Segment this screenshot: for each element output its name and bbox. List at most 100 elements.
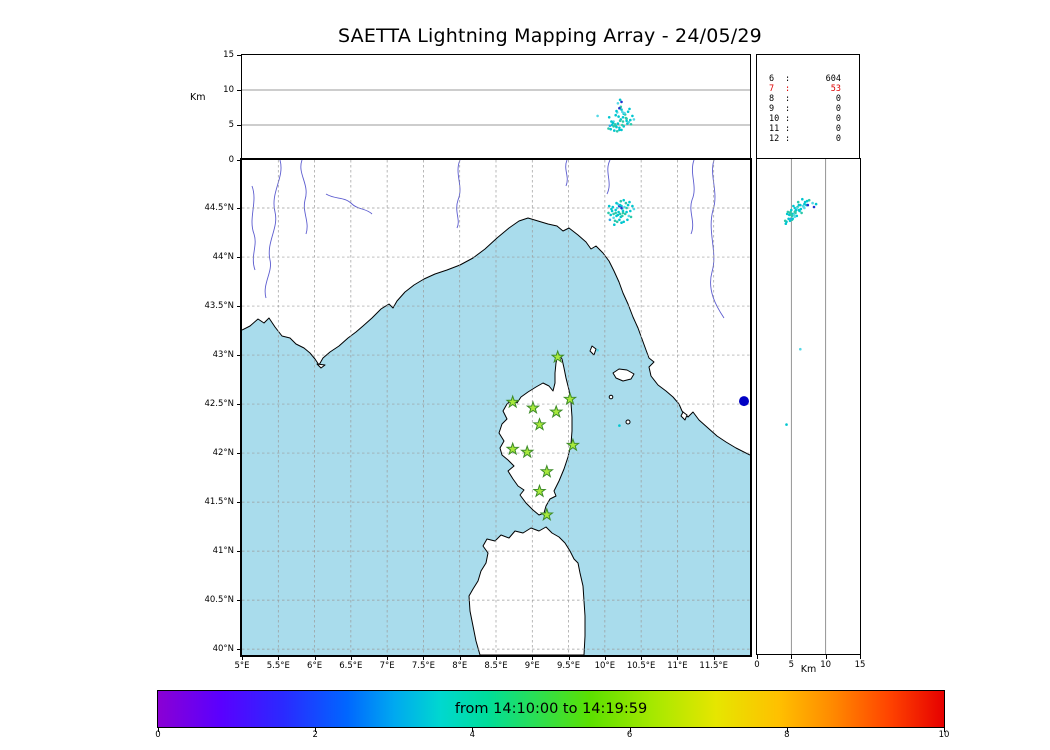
- flash-point: [608, 124, 612, 127]
- flash-point: [805, 199, 809, 203]
- station-count-text: 0: [835, 134, 841, 144]
- station-count-text: :: [785, 114, 791, 124]
- station-star: [562, 391, 578, 406]
- flash-point: [618, 128, 621, 132]
- flash-point: [616, 102, 620, 105]
- flash-point: [607, 204, 611, 208]
- station-count-text: :: [785, 124, 791, 134]
- tick-mark: [713, 655, 715, 660]
- longitude-tick-label: 10.5°E: [626, 661, 656, 671]
- flash-points-altitude: [596, 98, 636, 133]
- latitude-tick-label: 44°N: [212, 252, 234, 263]
- map-panel: 44.5°N 44°N 43.5°N 43°N 42.5°N 42°N 41.5°N 41°N…: [204, 158, 752, 671]
- flash-point: [615, 206, 619, 210]
- station-star: [505, 394, 520, 409]
- tick-mark: [786, 727, 788, 732]
- altitude-tick-label: 5: [228, 120, 234, 130]
- elba-island: [612, 368, 635, 382]
- flash-point: [618, 98, 622, 102]
- giglio-island: [680, 411, 688, 421]
- tick-mark: [237, 600, 242, 602]
- flash-point: [614, 208, 617, 212]
- longitude-tick-label: 9°E: [524, 661, 540, 671]
- flash-points-map: [505, 198, 749, 521]
- flash-point: [811, 201, 814, 205]
- longitude-tick-label: 7.5°E: [411, 661, 435, 671]
- tick-mark: [237, 125, 242, 126]
- pianosa-island: [608, 394, 614, 400]
- station-stats-panel: 6: 604 7: 53 8: 0 9: 0 10: 0 11: 0 12: 0: [756, 54, 860, 161]
- map-plot: [242, 160, 750, 655]
- flash-point: [620, 108, 623, 111]
- flash-point: [803, 200, 807, 204]
- river: [300, 160, 308, 235]
- colorbar-tick-label: 4: [469, 730, 476, 740]
- tick-mark: [350, 655, 352, 660]
- flash-point: [620, 100, 623, 104]
- flash-point: [629, 215, 633, 219]
- flash-point: [620, 128, 623, 132]
- tick-mark: [532, 655, 534, 660]
- river: [325, 193, 373, 215]
- river: [456, 160, 461, 229]
- flash-point: [791, 217, 794, 221]
- tick-mark: [237, 306, 242, 308]
- altitude-axis-label: Km: [800, 664, 817, 675]
- flash-point: [615, 109, 618, 113]
- station-count-text: 0: [835, 104, 841, 114]
- flash-point: [613, 219, 617, 223]
- tick-mark: [459, 655, 461, 660]
- flash-point: [624, 201, 628, 205]
- tick-mark: [825, 654, 827, 659]
- flash-point: [785, 423, 788, 426]
- flash-point: [621, 211, 625, 215]
- longitude-tick-label: 11°E: [667, 661, 688, 671]
- flash-point: [609, 127, 612, 131]
- flash-point: [788, 213, 791, 217]
- flash-point: [615, 130, 619, 133]
- station-star: [525, 400, 541, 415]
- altitude-tick-label: 5: [788, 660, 795, 670]
- altitude-vs-latitude-panel: Km 0 5 10 15: [754, 158, 865, 675]
- flash-point: [814, 202, 818, 206]
- tick-mark: [237, 355, 242, 357]
- flash-point: [798, 209, 801, 213]
- flash-point: [618, 119, 622, 123]
- flash-points-altitude: [783, 197, 818, 426]
- flash-point: [623, 205, 626, 209]
- flash-point: [626, 203, 630, 207]
- porquerolles-island: [316, 363, 326, 369]
- river: [565, 160, 568, 187]
- flash-point: [616, 122, 620, 125]
- flash-point: [801, 197, 804, 201]
- tick-mark: [604, 655, 606, 660]
- flash-point: [629, 209, 632, 213]
- station-count-text: 9: [769, 104, 775, 114]
- flash-point: [612, 125, 615, 128]
- flash-point: [618, 212, 622, 216]
- flash-point: [797, 203, 801, 207]
- station-star: [565, 437, 581, 452]
- flash-point: [610, 207, 613, 211]
- flash-point: [799, 207, 803, 211]
- flash-point: [613, 223, 616, 226]
- river: [606, 160, 611, 195]
- longitude-tick-label: 11.5°E: [699, 661, 728, 671]
- flash-point: [793, 206, 797, 210]
- latitude-tick-label: 41.5°N: [204, 497, 234, 508]
- flash-point: [625, 210, 628, 214]
- colorbar-tick-label: 0: [155, 730, 161, 740]
- station-count-row: 12: 0: [769, 134, 859, 144]
- flash-point: [618, 126, 621, 130]
- colorbar-tick-label: 2: [312, 730, 318, 740]
- flash-point: [788, 219, 792, 223]
- flash-point: [796, 200, 800, 204]
- station-count-text: 0: [835, 114, 841, 124]
- tick-mark: [278, 655, 280, 660]
- flash-point: [785, 212, 789, 216]
- flash-point: [631, 204, 634, 208]
- latitude-tick-label: 43°N: [212, 350, 234, 361]
- altitude-vs-longitude-plot: [242, 89, 750, 133]
- flash-point: [624, 116, 628, 120]
- altitude-tick-label: 0: [228, 155, 234, 165]
